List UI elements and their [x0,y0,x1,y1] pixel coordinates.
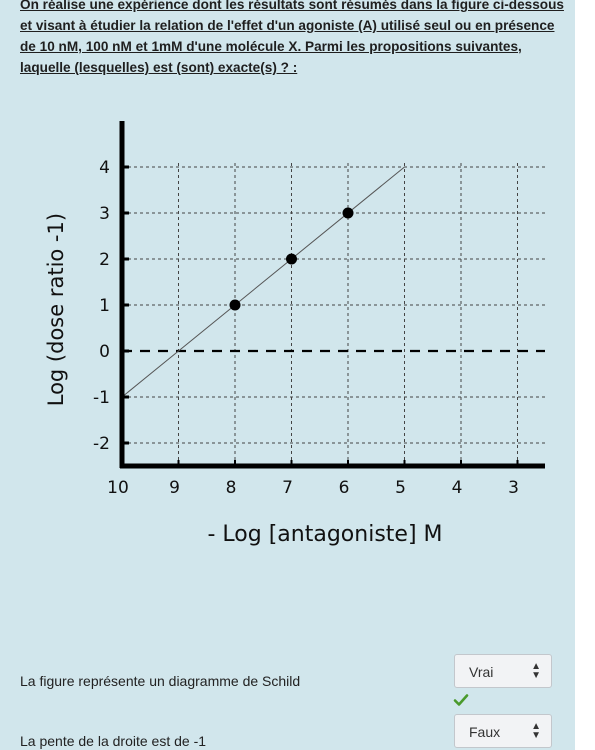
data-point [229,299,241,311]
x-tick-label: 8 [226,478,237,498]
y-tick-label: 0 [99,342,110,362]
data-point [286,253,297,265]
y-tick-label: -2 [93,434,110,454]
regression-line [121,166,405,398]
x-tick-label: 9 [169,478,180,498]
select-arrows-icon: ▲ ▼ [531,721,541,741]
question-panel [0,0,575,750]
data-point [342,207,354,219]
y-axis-label: Log (dose ratio -1) [44,213,68,406]
y-tick-label: 4 [99,158,110,178]
proposition-1-selected-value: Vrai [469,664,494,680]
select-arrows-icon: ▲ ▼ [531,661,541,681]
proposition-1-select[interactable]: Vrai ▲ ▼ [454,654,552,688]
y-tick-label: 1 [99,296,110,316]
x-tick-label: 3 [508,478,519,498]
x-tick-label: 5 [395,478,406,498]
proposition-2-text: La pente de la droite est de -1 [20,733,207,749]
y-tick-label: -1 [93,388,110,408]
proposition-2-selected-value: Faux [469,724,501,740]
x-tick-label: 4 [452,478,463,498]
proposition-1-text: La figure représente un diagramme de Sch… [20,673,301,689]
x-tick-label: 6 [339,478,350,498]
x-tick-label: 7 [282,478,293,498]
y-tick-label: 2 [99,250,110,270]
proposition-2-select[interactable]: Faux ▲ ▼ [454,714,552,748]
y-tick-label: 3 [99,204,110,224]
x-axis-label: - Log [antagoniste] M [208,522,443,547]
correct-check-icon [453,694,469,706]
question-text: On réalise une expérience dont les résul… [20,0,564,75]
x-tick-label: 10 [107,478,129,498]
